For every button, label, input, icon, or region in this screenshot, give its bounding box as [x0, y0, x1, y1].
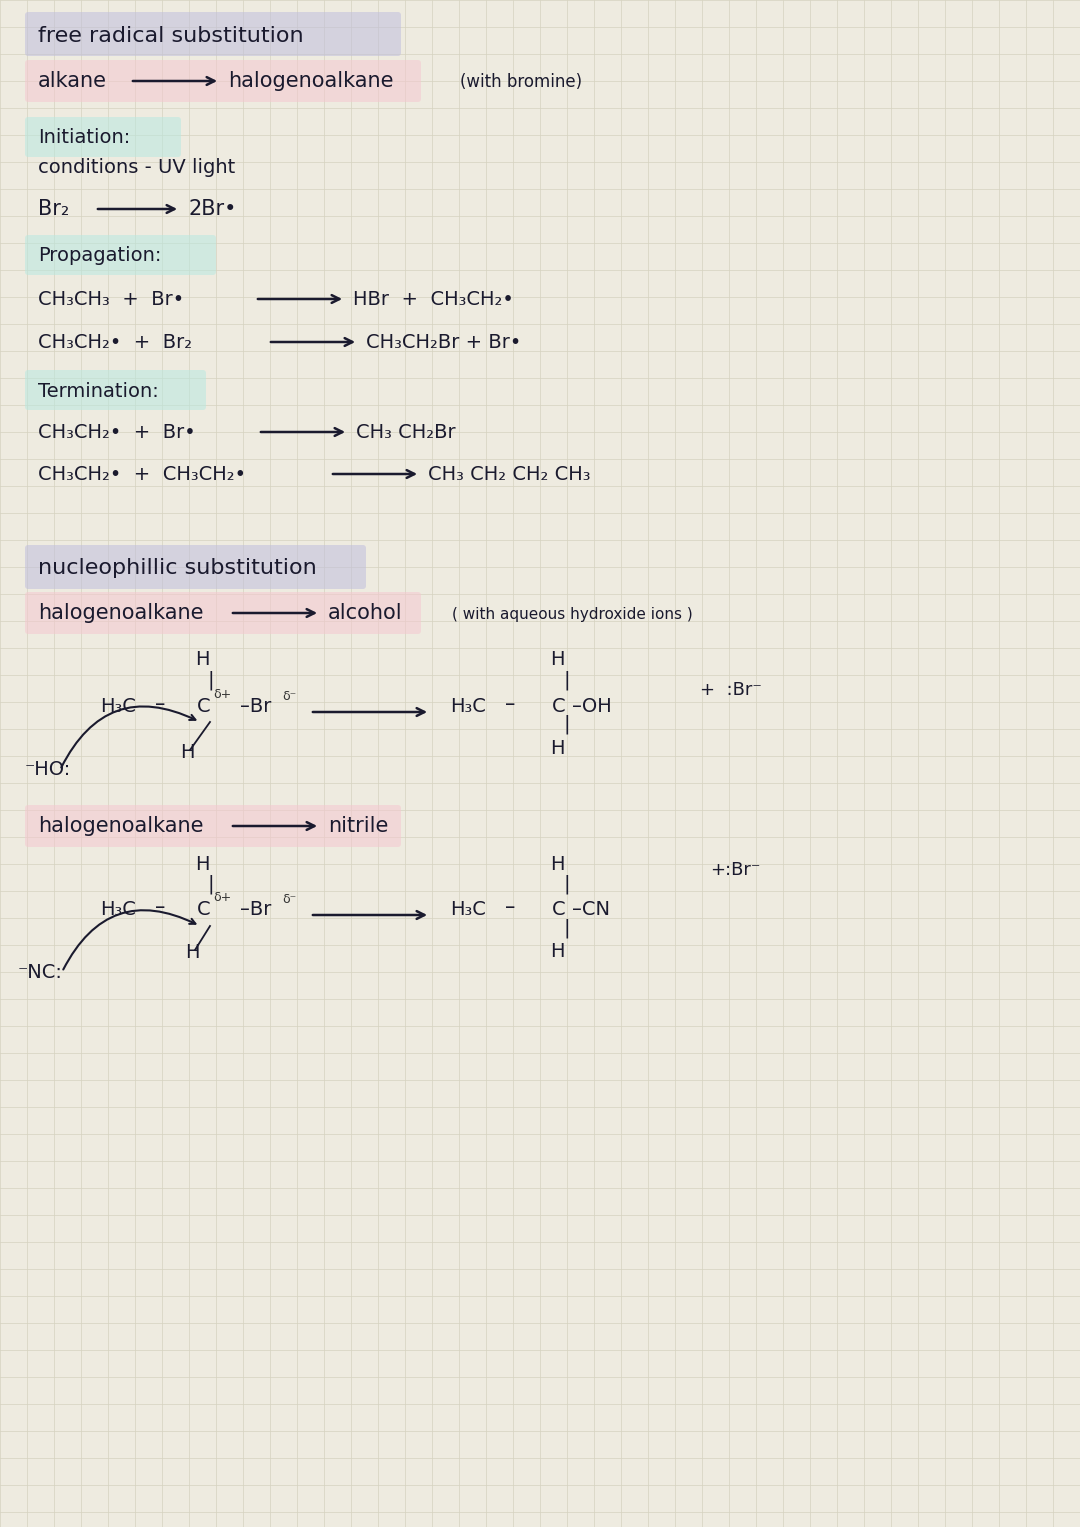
Text: H: H: [180, 744, 194, 762]
FancyBboxPatch shape: [25, 592, 421, 634]
Text: nitrile: nitrile: [328, 815, 389, 835]
Text: –: –: [505, 693, 515, 715]
Text: |: |: [563, 875, 569, 895]
Text: +:Br⁻: +:Br⁻: [710, 861, 760, 880]
Text: |: |: [563, 918, 569, 938]
Text: halogenoalkane: halogenoalkane: [38, 603, 203, 623]
Text: CH₃ CH₂Br: CH₃ CH₂Br: [356, 423, 456, 441]
FancyBboxPatch shape: [25, 370, 206, 411]
Text: –Br: –Br: [240, 696, 271, 716]
Text: H: H: [550, 651, 565, 669]
Text: |: |: [563, 715, 569, 734]
Text: H: H: [550, 855, 565, 873]
Text: C: C: [197, 696, 211, 716]
Text: H₃C: H₃C: [100, 899, 136, 919]
Text: CH₃CH₂•  +  Br•: CH₃CH₂• + Br•: [38, 423, 195, 441]
Text: alcohol: alcohol: [328, 603, 403, 623]
Text: H₃C: H₃C: [450, 899, 486, 919]
Text: δ⁻: δ⁻: [282, 893, 296, 906]
Text: H: H: [195, 855, 210, 873]
Text: –CN: –CN: [572, 899, 610, 919]
Text: Initiation:: Initiation:: [38, 128, 131, 147]
Text: H₃C: H₃C: [450, 696, 486, 716]
Text: δ+: δ+: [213, 890, 231, 904]
Text: δ+: δ+: [213, 689, 231, 701]
Text: δ⁻: δ⁻: [282, 690, 296, 702]
Text: |: |: [208, 875, 215, 895]
FancyBboxPatch shape: [25, 12, 401, 56]
Text: CH₃CH₂•  +  CH₃CH₂•: CH₃CH₂• + CH₃CH₂•: [38, 466, 246, 484]
Text: CH₃CH₃  +  Br•: CH₃CH₃ + Br•: [38, 290, 184, 308]
FancyBboxPatch shape: [25, 235, 216, 275]
Text: ⁻HO:: ⁻HO:: [25, 760, 71, 779]
FancyBboxPatch shape: [25, 805, 401, 847]
Text: CH₃ CH₂ CH₂ CH₃: CH₃ CH₂ CH₂ CH₃: [428, 466, 591, 484]
Text: –: –: [156, 896, 165, 918]
Text: H: H: [550, 739, 565, 757]
Text: +  :Br⁻: + :Br⁻: [700, 681, 761, 699]
Text: CH₃CH₂•  +  Br₂: CH₃CH₂• + Br₂: [38, 333, 192, 353]
Text: Propagation:: Propagation:: [38, 246, 161, 266]
Text: –: –: [505, 896, 515, 918]
Text: |: |: [563, 670, 569, 690]
Text: Br₂: Br₂: [38, 199, 69, 218]
Text: Termination:: Termination:: [38, 382, 159, 402]
Text: nucleophillic substitution: nucleophillic substitution: [38, 557, 316, 579]
Text: alkane: alkane: [38, 70, 107, 92]
Text: (with bromine): (with bromine): [460, 73, 582, 92]
Text: –Br: –Br: [240, 899, 271, 919]
Text: halogenoalkane: halogenoalkane: [38, 815, 203, 835]
Text: H: H: [550, 942, 565, 960]
FancyBboxPatch shape: [25, 118, 181, 157]
Text: conditions - UV light: conditions - UV light: [38, 157, 235, 177]
Text: –OH: –OH: [572, 696, 611, 716]
Text: H₃C: H₃C: [100, 696, 136, 716]
Text: HBr  +  CH₃CH₂•: HBr + CH₃CH₂•: [353, 290, 514, 308]
Text: ⁻NC:: ⁻NC:: [18, 964, 63, 982]
Text: |: |: [208, 670, 215, 690]
Text: 2Br•: 2Br•: [188, 199, 237, 218]
FancyBboxPatch shape: [25, 60, 421, 102]
Text: halogenoalkane: halogenoalkane: [228, 70, 393, 92]
Text: ( with aqueous hydroxide ions ): ( with aqueous hydroxide ions ): [453, 608, 692, 621]
FancyBboxPatch shape: [25, 545, 366, 589]
Text: H: H: [185, 944, 200, 962]
Text: C: C: [197, 899, 211, 919]
Text: –: –: [156, 693, 165, 715]
Text: free radical substitution: free radical substitution: [38, 26, 303, 46]
Text: H: H: [195, 651, 210, 669]
Text: CH₃CH₂Br + Br•: CH₃CH₂Br + Br•: [366, 333, 522, 353]
Text: C: C: [552, 899, 566, 919]
Text: C: C: [552, 696, 566, 716]
